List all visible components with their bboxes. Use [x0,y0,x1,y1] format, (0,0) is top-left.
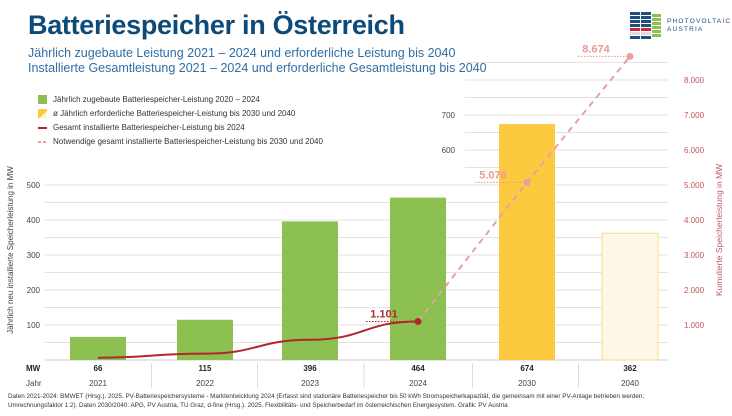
y-tick-label: 200 [27,286,41,295]
bar-value-label: 362 [623,364,637,373]
logo-line-2: AUSTRIA [667,26,704,33]
bar-2030 [499,124,555,360]
legend-label: Jährlich zugebaute Batteriespeicher-Leis… [53,95,260,104]
legend-swatch [38,109,47,118]
y-axis-label: Jährlich neu installierte Speicherleistu… [6,166,15,334]
bar-value-label: 396 [303,364,317,373]
y2-tick-label: 2.000 [684,286,705,295]
legend-item-cumulative-actual: Gesamt installierte Batteriespeicher-Lei… [38,123,245,132]
category-label: 2022 [196,379,214,388]
logo-text: PHOTOVOLTAIC AUSTRIA [667,18,731,34]
legend-item-annual-built: Jährlich zugebaute Batteriespeicher-Leis… [38,95,260,104]
y2-axis-label: Kumulierte Speicherleistung in MW [714,164,724,296]
bar-2021 [70,336,126,360]
annotation-label: 5.076 [479,169,507,181]
source-footer: Daten 2021-2024: BMWET (Hrsg.). 2025. PV… [8,392,732,410]
y-tick-label: 100 [27,321,41,330]
y2-tick-label: 5.000 [684,181,705,190]
annotation-label: 8.674 [582,43,610,55]
y2-tick-label: 3.000 [684,251,705,260]
logo-line-1: PHOTOVOLTAIC [667,18,732,25]
y-tick-label: 500 [27,181,41,190]
y2-tick-label: 6.000 [684,146,705,155]
legend-swatch [38,95,47,104]
category-label: 2040 [621,379,639,388]
bar-value-label: 464 [411,364,425,373]
legend-swatch [38,126,47,129]
legend-item-annual-required: ø Jährlich erforderliche Batteriespeiche… [38,109,295,118]
y-tick-label: 300 [27,251,41,260]
annotation-label: 1.101 [370,308,398,320]
logo: PHOTOVOLTAIC AUSTRIA [630,12,731,40]
bar-2023 [282,221,338,360]
cumulative-actual-line [97,320,419,359]
category-label: 2024 [409,379,427,388]
category-label: 2030 [518,379,536,388]
legend-label: Notwendige gesamt installierte Batteries… [53,137,323,146]
y-tick-label: 400 [27,216,41,225]
logo-icon [630,12,661,39]
bar-value-label: 674 [520,364,534,373]
legend-swatch [38,140,47,143]
y2-tick-label: 1.000 [684,321,705,330]
footer-line-2: Umrechnungsfaktor 1:2). Daten 2030/2040:… [8,402,508,409]
y2-tick-label: 8.000 [684,76,705,85]
y2-tick-label: 4.000 [684,216,705,225]
category-label: 2023 [301,379,319,388]
bar-value-label: 66 [94,364,103,373]
bar-2024 [390,197,446,360]
category-label: 2021 [89,379,107,388]
page-title: Batteriespeicher in Österreich [28,10,405,40]
bar-2040 [601,232,659,361]
bar-value-label: 115 [199,364,212,373]
row-label-mw: MW [26,364,41,373]
y-tick-label: 700 [442,111,456,120]
legend-item-cumulative-required: Notwendige gesamt installierte Batteries… [38,137,323,146]
legend-label: Gesamt installierte Batteriespeicher-Lei… [53,123,245,132]
subtitle-2: Installierte Gesamtleistung 2021 – 2024 … [28,61,487,75]
subtitle-1: Jährlich zugebaute Leistung 2021 – 2024 … [28,46,456,60]
y2-tick-label: 7.000 [684,111,705,120]
row-label-year: Jahr [26,379,42,388]
y-tick-label: 600 [442,146,456,155]
legend-label: ø Jährlich erforderliche Batteriespeiche… [53,109,296,118]
footer-line-1: Daten 2021-2024: BMWET (Hrsg.). 2025. PV… [8,393,645,400]
